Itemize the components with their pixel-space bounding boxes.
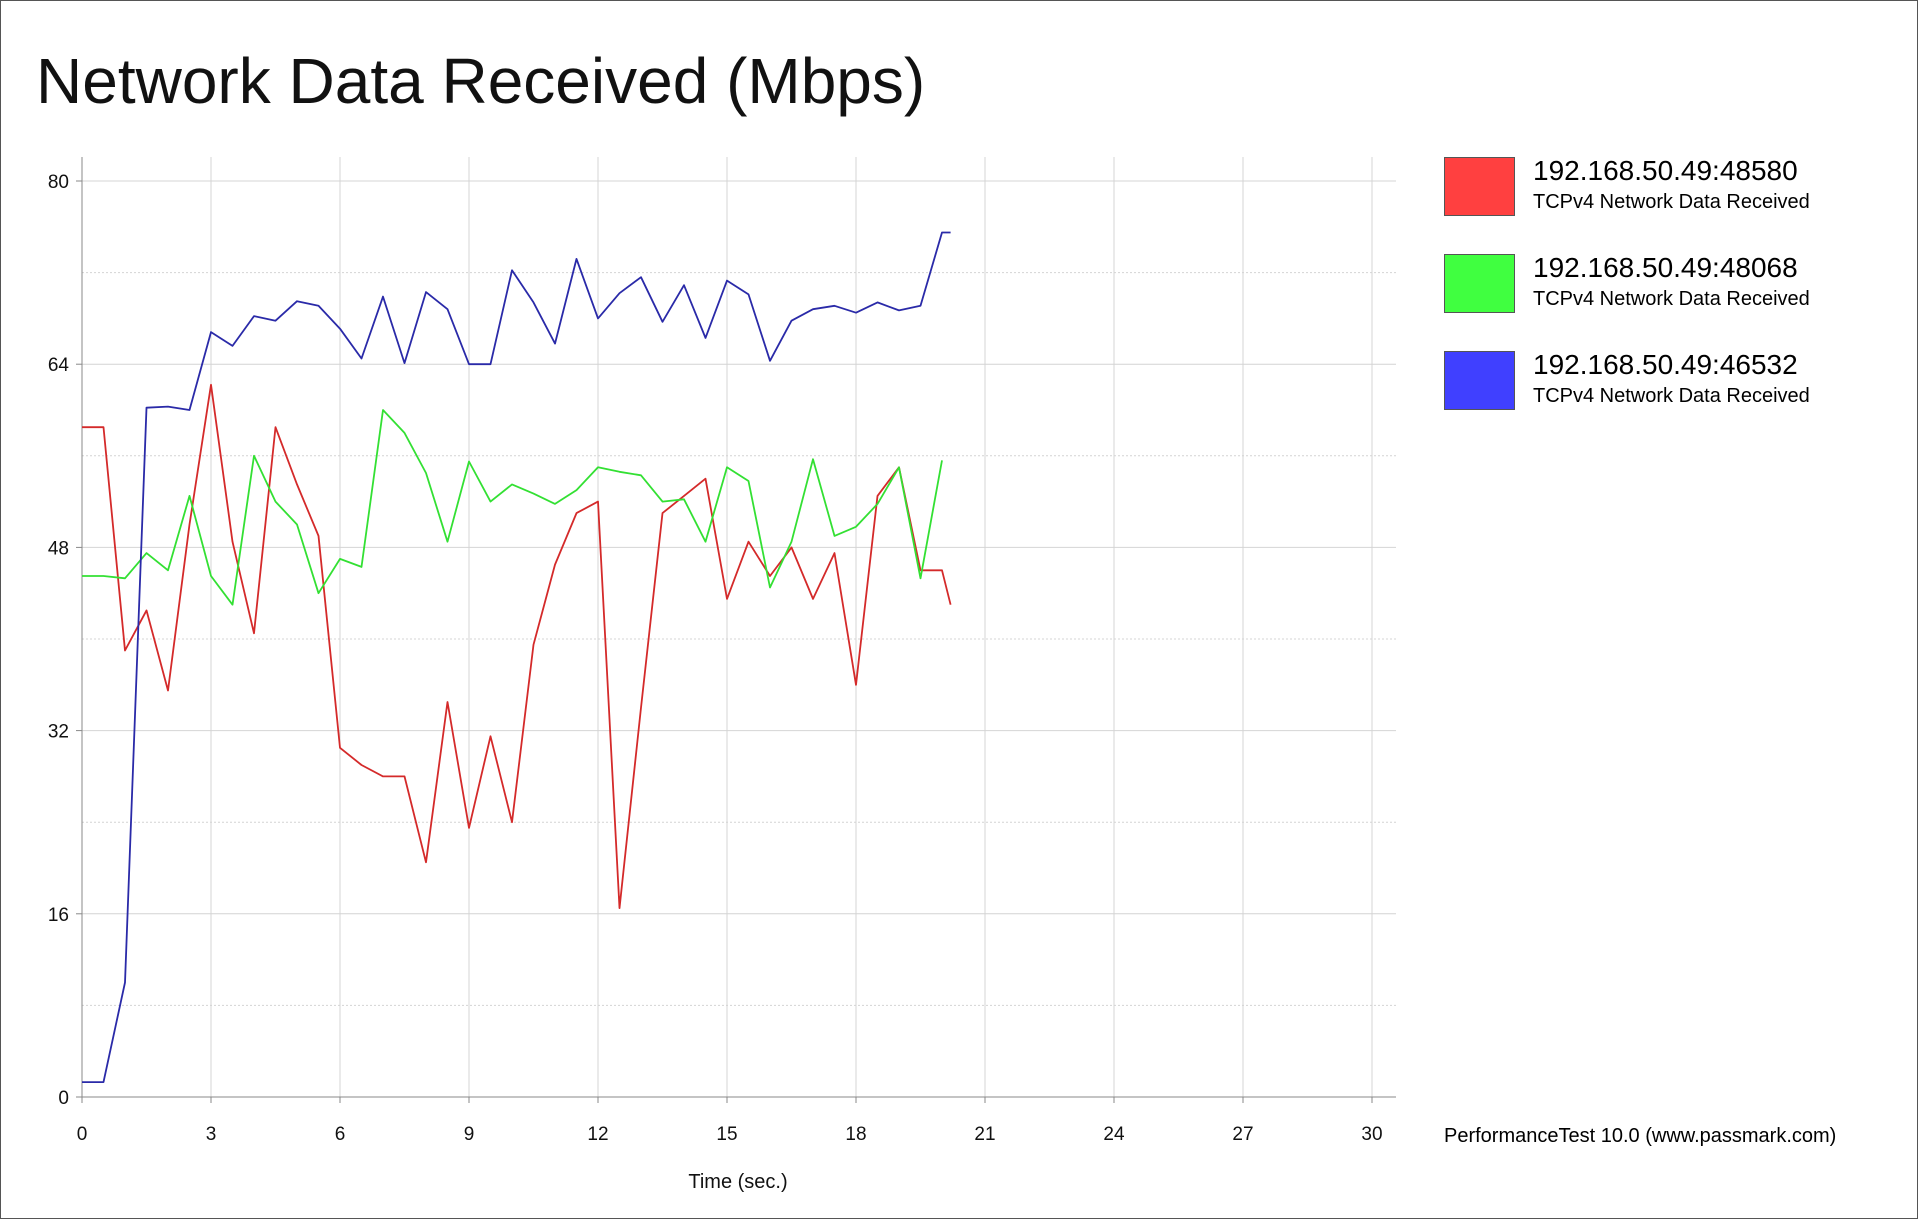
x-tick-label: 3 <box>206 1124 217 1145</box>
legend-text: 192.168.50.49:48580 TCPv4 Network Data Re… <box>1533 154 1810 216</box>
chart-title: Network Data Received (Mbps) <box>36 45 926 117</box>
legend-series-description: TCPv4 Network Data Received <box>1533 288 1810 310</box>
x-axis-label: Time (sec.) <box>688 1171 787 1193</box>
chart-legend: 192.168.50.49:48580 TCPv4 Network Data Re… <box>1444 154 1810 445</box>
y-tick-label: 48 <box>48 538 69 559</box>
y-tick-label: 0 <box>58 1088 69 1109</box>
legend-item: 192.168.50.49:46532 TCPv4 Network Data Re… <box>1444 348 1810 445</box>
legend-swatch <box>1444 351 1515 410</box>
legend-item: 192.168.50.49:48068 TCPv4 Network Data Re… <box>1444 251 1810 348</box>
legend-series-name: 192.168.50.49:46532 <box>1533 349 1798 380</box>
series-line-1 <box>82 383 952 909</box>
legend-text: 192.168.50.49:48068 TCPv4 Network Data Re… <box>1533 251 1810 313</box>
x-tick-label: 21 <box>974 1124 995 1145</box>
x-tick-label: 24 <box>1103 1124 1125 1145</box>
legend-series-description: TCPv4 Network Data Received <box>1533 191 1810 213</box>
legend-series-name: 192.168.50.49:48068 <box>1533 252 1798 283</box>
footer-credit: PerformanceTest 10.0 (www.passmark.com) <box>1444 1125 1837 1147</box>
legend-item: 192.168.50.49:48580 TCPv4 Network Data Re… <box>1444 154 1810 251</box>
legend-swatch <box>1444 254 1515 313</box>
x-tick-label: 9 <box>464 1124 475 1145</box>
chart-grid <box>81 157 1396 1098</box>
series-line-3 <box>82 231 951 1083</box>
x-tick-label: 6 <box>335 1124 346 1145</box>
legend-series-description: TCPv4 Network Data Received <box>1533 385 1810 407</box>
x-tick-label: 12 <box>587 1124 608 1145</box>
series-line-2 <box>82 409 943 606</box>
legend-swatch <box>1444 157 1515 216</box>
chart-series-lines <box>82 231 952 1083</box>
y-tick-label: 32 <box>48 722 69 743</box>
legend-text: 192.168.50.49:46532 TCPv4 Network Data Re… <box>1533 348 1810 410</box>
x-tick-label: 27 <box>1232 1124 1253 1145</box>
chart-axes: 0 16 32 48 64 80 0 3 6 9 12 15 18 21 24 27 30 <box>48 157 1396 1145</box>
x-tick-label: 18 <box>845 1124 866 1145</box>
y-tick-label: 64 <box>48 355 70 376</box>
y-tick-label: 16 <box>48 905 69 926</box>
x-tick-label: 15 <box>716 1124 737 1145</box>
y-tick-label: 80 <box>48 172 69 193</box>
x-tick-label: 0 <box>77 1124 88 1145</box>
x-tick-label: 30 <box>1361 1124 1382 1145</box>
legend-series-name: 192.168.50.49:48580 <box>1533 155 1798 186</box>
